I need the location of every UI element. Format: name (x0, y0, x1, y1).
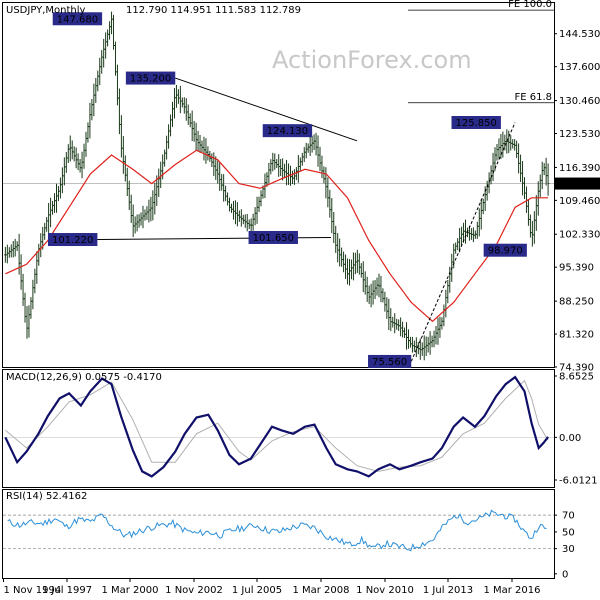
watermark: ActionForex.com (272, 46, 472, 74)
rsi-line (7, 509, 547, 552)
price-tick-label: 102.330 (559, 230, 600, 241)
macd-tick-label: -6.0121 (559, 475, 598, 486)
pivot-label-box (248, 230, 298, 244)
pivot-label: 101.650 (253, 233, 294, 244)
x-tick-label: 1 Mar 2008 (292, 585, 349, 596)
rsi-layer (3, 509, 554, 552)
x-tick-label: 1 Jul 1997 (42, 585, 92, 596)
price-tick-label: 137.600 (559, 62, 600, 73)
moving-average-line (5, 149, 549, 323)
rsi-tick-label: 70 (562, 511, 575, 522)
price-tick-label: 130.460 (559, 96, 600, 107)
x-tick-label: 1 Nov 2002 (165, 585, 223, 596)
price-tick-label: 81.320 (559, 330, 594, 341)
macd-layer (3, 375, 554, 478)
pivot-label: 101.220 (52, 235, 93, 246)
macd-label: MACD(12,26,9) 0.0575 -0.4170 (6, 372, 162, 383)
x-tick-label: 1 Mar 2016 (483, 585, 540, 596)
pivot-label: 98.970 (488, 246, 523, 257)
fib-level-label: FE 61.8 (514, 92, 552, 103)
ohlc-label: 112.790 114.951 111.583 112.789 (126, 5, 301, 16)
pivot-label-box (451, 115, 501, 129)
rsi-tick-label: 50 (562, 527, 575, 538)
pivot-label-box (262, 124, 313, 138)
x-tick-label: 1 Nov 1994 (4, 585, 62, 596)
price-layer: FE 100.0 FE 61.8 147.680 135.200 124.130 101.… (3, 0, 554, 368)
last-price-tag (555, 177, 600, 190)
fib-level-label: FE 100.0 (508, 0, 552, 10)
projection-line (410, 122, 516, 362)
rsi-tick-label: 30 (562, 544, 575, 555)
rsi-label: RSI(14) 52.4162 (6, 491, 87, 502)
falling-trendline (175, 77, 358, 142)
axes-layer: 144.530 137.600 130.460 123.530 116.390 109.4… (3, 29, 600, 596)
price-tick-label: 123.530 (559, 129, 600, 140)
pivot-label: 147.680 (57, 14, 98, 25)
rsi-tick-label: 0 (562, 569, 568, 580)
pivot-label-box (52, 12, 103, 26)
symbol-label: USDJPY,Monthly (6, 5, 86, 16)
price-tick-label: 74.390 (559, 363, 594, 374)
price-tick-label: 109.460 (559, 196, 600, 207)
pivot-label-box (483, 243, 527, 257)
pivot-label: 135.200 (130, 74, 171, 85)
pivot-label: 124.130 (267, 126, 308, 137)
macd-tick-label: 8.6525 (559, 372, 594, 383)
x-tick-label: 1 Mar 2000 (101, 585, 158, 596)
price-tick-label: 144.530 (559, 29, 600, 40)
price-tick-label: 88.250 (559, 297, 594, 308)
x-tick-label: 1 Jul 2005 (232, 585, 282, 596)
price-panel (2, 2, 555, 368)
macd-panel (2, 369, 555, 488)
pivot-label-box (125, 71, 176, 85)
macd-line (4, 375, 549, 478)
x-tick-label: 1 Jul 2013 (423, 585, 473, 596)
macd-signal-line (5, 379, 549, 472)
price-tick-label: 95.390 (559, 263, 594, 274)
pivot-label: 75.560 (372, 357, 407, 368)
price-tick-label: 116.390 (559, 163, 600, 174)
macd-tick-label: 0.00 (559, 433, 581, 444)
pivot-label: 125.850 (456, 118, 497, 129)
pivot-label-box (47, 233, 98, 247)
rsi-panel (2, 489, 555, 579)
last-price-label: 112.789 (558, 180, 599, 191)
pivot-label-box (368, 354, 412, 368)
x-tick-label: 1 Nov 2010 (356, 585, 414, 596)
